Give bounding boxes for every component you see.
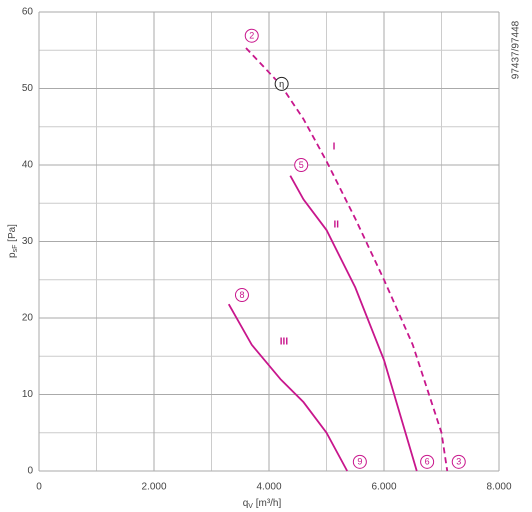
x-label-sub: V	[248, 503, 253, 510]
x-label-main: q	[243, 498, 249, 509]
curve	[227, 303, 348, 472]
y-tick-label: 60	[22, 7, 34, 18]
y-tick-label: 0	[27, 466, 33, 477]
series-label: I	[333, 141, 336, 152]
marker-label: 5	[299, 160, 304, 170]
series-label: II	[333, 219, 339, 230]
y-label-unit: [Pa]	[7, 224, 18, 245]
marker-label: η	[279, 79, 284, 89]
y-tick-label: 10	[22, 389, 34, 400]
x-tick-label: 4.000	[256, 482, 281, 493]
marker-label: 3	[456, 457, 461, 467]
marker-label: 2	[249, 31, 254, 41]
x-tick-label: 6.000	[371, 482, 396, 493]
y-axis-title: psF [Pa]	[7, 224, 19, 258]
marker-label: 9	[357, 457, 362, 467]
series-label: III	[280, 336, 289, 347]
x-tick-label: 0	[36, 482, 42, 493]
y-tick-label: 50	[22, 83, 34, 94]
curve	[245, 47, 449, 472]
marker-ring	[244, 28, 259, 43]
marker-label: 6	[425, 457, 430, 467]
marker-ring	[294, 158, 309, 172]
y-label-sub: sF	[12, 245, 19, 253]
marker-ring	[352, 454, 367, 469]
y-tick-label: 30	[22, 236, 34, 247]
marker-ring	[451, 454, 466, 469]
y-label-main: p	[7, 252, 18, 258]
marker-ring	[234, 288, 249, 303]
marker-label: 8	[239, 290, 244, 300]
x-axis-title: qV [m³/h]	[243, 498, 282, 510]
y-tick-label: 20	[22, 313, 34, 324]
marker-ring	[274, 76, 289, 91]
x-label-unit: [m³/h]	[253, 498, 282, 509]
curve	[289, 175, 418, 472]
x-tick-label: 8.000	[486, 482, 511, 493]
marker-ring	[420, 454, 435, 469]
x-tick-label: 2.000	[141, 482, 166, 493]
side-code: 97437/97448	[511, 20, 522, 79]
y-tick-label: 40	[22, 160, 34, 171]
